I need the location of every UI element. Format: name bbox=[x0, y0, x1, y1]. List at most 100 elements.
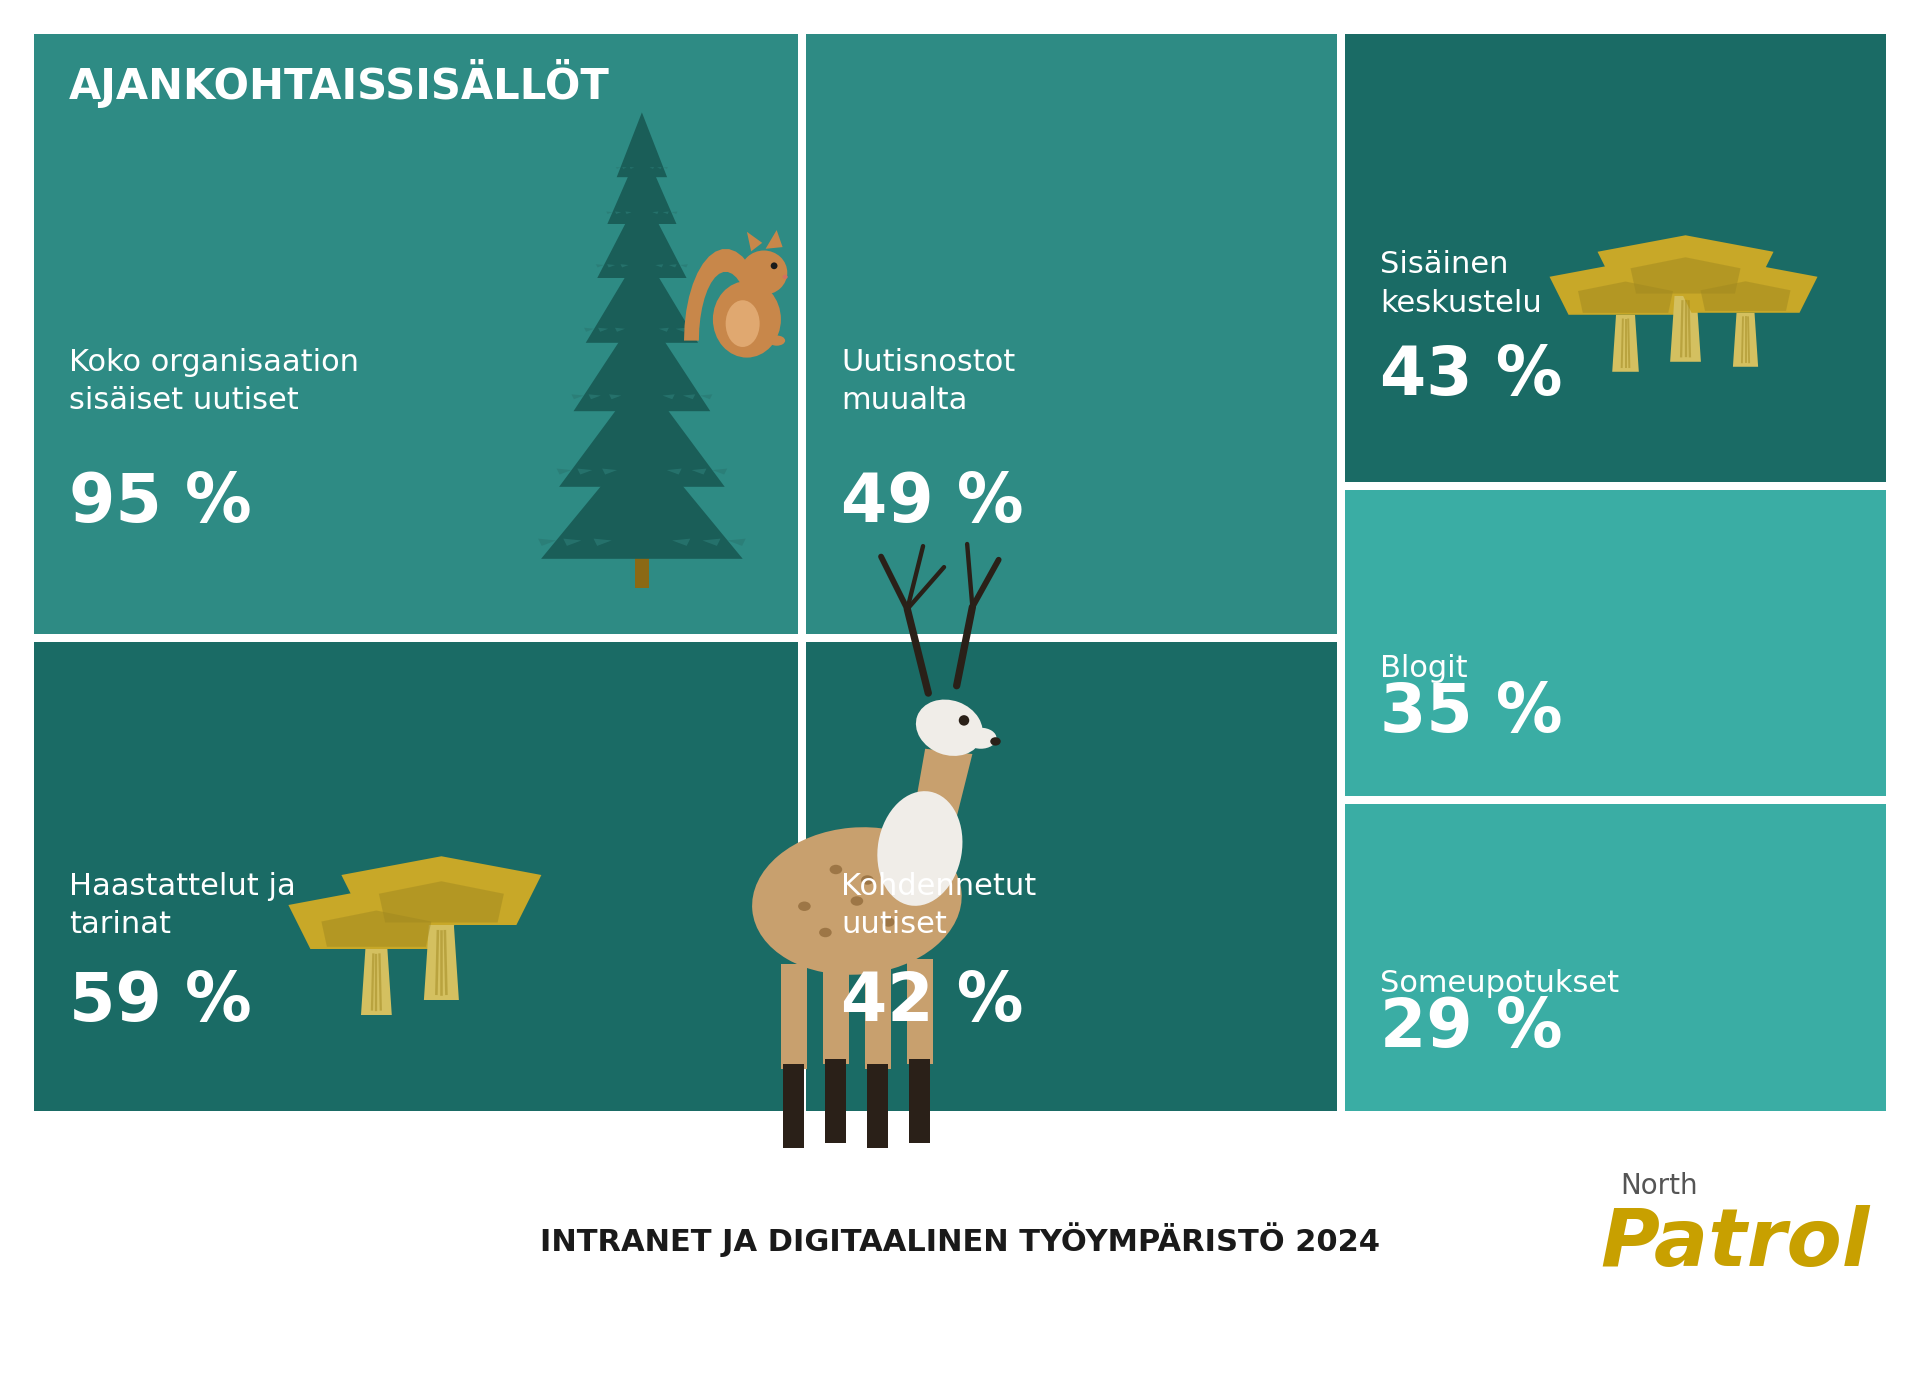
Polygon shape bbox=[622, 167, 626, 169]
Polygon shape bbox=[712, 469, 728, 475]
Text: 42 %: 42 % bbox=[841, 969, 1023, 1035]
Polygon shape bbox=[668, 265, 676, 267]
Polygon shape bbox=[1613, 315, 1640, 372]
Ellipse shape bbox=[753, 827, 962, 974]
Bar bbox=[824, 959, 849, 1064]
Ellipse shape bbox=[770, 262, 778, 269]
Polygon shape bbox=[1630, 258, 1741, 294]
Polygon shape bbox=[593, 539, 612, 546]
Polygon shape bbox=[657, 167, 662, 169]
Polygon shape bbox=[424, 925, 459, 1000]
Polygon shape bbox=[672, 539, 691, 546]
Polygon shape bbox=[701, 395, 712, 399]
Bar bbox=[806, 641, 1338, 1112]
Polygon shape bbox=[766, 230, 783, 249]
Text: Uutisnostot
muualta: Uutisnostot muualta bbox=[841, 347, 1016, 414]
Ellipse shape bbox=[916, 700, 983, 756]
Polygon shape bbox=[1670, 295, 1701, 361]
Polygon shape bbox=[574, 307, 710, 412]
Polygon shape bbox=[684, 249, 768, 340]
Text: Someupotukset: Someupotukset bbox=[1380, 969, 1619, 998]
Bar bbox=[1346, 805, 1885, 1112]
Text: Koko organisaation
sisäiset uutiset: Koko organisaation sisäiset uutiset bbox=[69, 347, 359, 414]
Text: Patrol: Patrol bbox=[1599, 1205, 1870, 1282]
Polygon shape bbox=[607, 211, 612, 214]
Ellipse shape bbox=[860, 875, 874, 885]
Polygon shape bbox=[557, 469, 572, 475]
Polygon shape bbox=[563, 539, 582, 546]
Polygon shape bbox=[662, 211, 668, 214]
Polygon shape bbox=[616, 167, 620, 169]
Polygon shape bbox=[607, 144, 676, 224]
Ellipse shape bbox=[768, 336, 785, 346]
Polygon shape bbox=[655, 265, 662, 267]
Ellipse shape bbox=[881, 917, 895, 927]
Polygon shape bbox=[703, 539, 720, 546]
Polygon shape bbox=[609, 395, 622, 399]
Polygon shape bbox=[630, 167, 634, 169]
Ellipse shape bbox=[958, 715, 970, 725]
Polygon shape bbox=[578, 469, 591, 475]
Polygon shape bbox=[662, 395, 674, 399]
Text: 49 %: 49 % bbox=[841, 470, 1023, 536]
Polygon shape bbox=[626, 211, 632, 214]
Ellipse shape bbox=[799, 902, 810, 911]
Bar bbox=[35, 34, 799, 634]
Text: 95 %: 95 % bbox=[69, 470, 252, 536]
Polygon shape bbox=[653, 211, 659, 214]
Polygon shape bbox=[691, 469, 707, 475]
Bar bbox=[908, 959, 933, 1064]
Polygon shape bbox=[378, 881, 503, 923]
Polygon shape bbox=[649, 167, 655, 169]
Polygon shape bbox=[1734, 312, 1759, 367]
Bar bbox=[910, 1058, 931, 1142]
Text: 43 %: 43 % bbox=[1380, 343, 1563, 409]
Text: Haastattelut ja
tarinat: Haastattelut ja tarinat bbox=[69, 872, 296, 939]
Polygon shape bbox=[1578, 281, 1672, 312]
Polygon shape bbox=[910, 749, 972, 839]
Polygon shape bbox=[342, 857, 541, 925]
Polygon shape bbox=[620, 265, 628, 267]
Polygon shape bbox=[603, 469, 616, 475]
Polygon shape bbox=[599, 328, 609, 332]
Text: Blogit: Blogit bbox=[1380, 654, 1469, 683]
Ellipse shape bbox=[726, 300, 760, 347]
Polygon shape bbox=[680, 265, 687, 267]
Ellipse shape bbox=[741, 251, 787, 294]
Polygon shape bbox=[595, 265, 605, 267]
Bar bbox=[35, 641, 799, 1112]
Bar bbox=[806, 34, 1338, 634]
Polygon shape bbox=[684, 395, 695, 399]
Polygon shape bbox=[747, 232, 762, 252]
Polygon shape bbox=[1701, 281, 1791, 311]
Polygon shape bbox=[1597, 235, 1774, 295]
Bar bbox=[783, 1064, 804, 1148]
Bar bbox=[1346, 34, 1885, 482]
Polygon shape bbox=[1674, 263, 1818, 312]
Ellipse shape bbox=[712, 281, 781, 357]
Text: 29 %: 29 % bbox=[1380, 994, 1563, 1061]
Ellipse shape bbox=[851, 896, 864, 906]
Polygon shape bbox=[1549, 263, 1701, 315]
Text: 59 %: 59 % bbox=[69, 969, 252, 1035]
Ellipse shape bbox=[877, 791, 962, 906]
Bar bbox=[1346, 490, 1885, 797]
Polygon shape bbox=[662, 167, 668, 169]
Polygon shape bbox=[321, 910, 432, 946]
Text: 35 %: 35 % bbox=[1380, 680, 1563, 746]
Polygon shape bbox=[672, 211, 678, 214]
Polygon shape bbox=[541, 437, 743, 559]
Polygon shape bbox=[538, 539, 557, 546]
Bar bbox=[866, 965, 891, 1070]
Text: North: North bbox=[1620, 1172, 1697, 1200]
Ellipse shape bbox=[991, 738, 1000, 746]
Polygon shape bbox=[584, 328, 593, 332]
Polygon shape bbox=[586, 249, 699, 343]
Text: Kohdennetut
uutiset: Kohdennetut uutiset bbox=[841, 872, 1037, 939]
Polygon shape bbox=[597, 192, 687, 279]
Ellipse shape bbox=[820, 928, 831, 937]
Polygon shape bbox=[659, 328, 668, 332]
Polygon shape bbox=[572, 395, 584, 399]
Ellipse shape bbox=[829, 865, 843, 874]
Ellipse shape bbox=[966, 728, 996, 749]
